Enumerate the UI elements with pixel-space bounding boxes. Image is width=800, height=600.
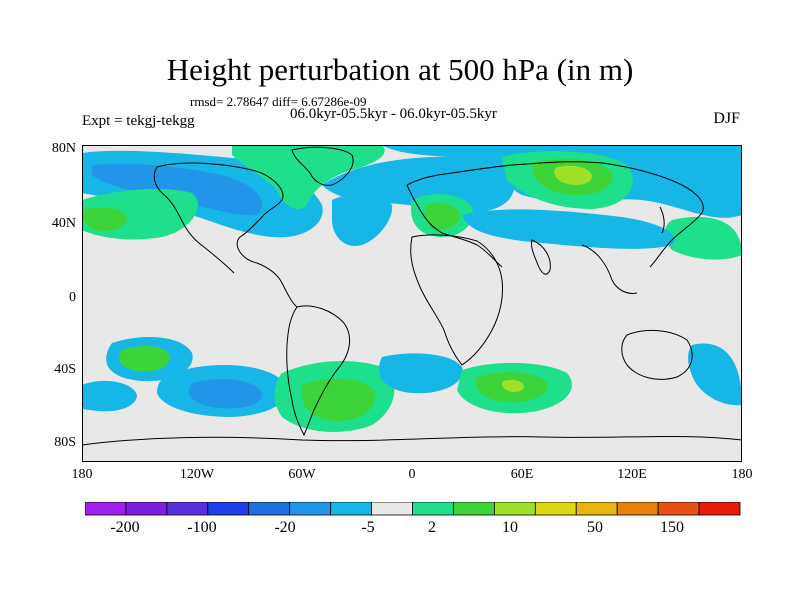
india-outline bbox=[531, 239, 551, 275]
contour-neg bbox=[462, 209, 675, 249]
colorbar-swatch bbox=[616, 502, 659, 516]
colorbar-label: -200 bbox=[110, 519, 140, 536]
lat-label-80n: 80N bbox=[51, 141, 76, 156]
contour-pos bbox=[82, 207, 127, 232]
greenland-outline bbox=[291, 146, 354, 186]
lon-label-0: 0 bbox=[408, 467, 416, 482]
colorbar-label: -100 bbox=[187, 519, 217, 536]
season-label: DJF bbox=[713, 110, 740, 127]
contour-neg bbox=[378, 353, 463, 394]
lon-label-180w: 180 bbox=[71, 467, 93, 482]
colorbar-swatch bbox=[85, 502, 127, 516]
contour-neg bbox=[188, 379, 263, 409]
contour-pos bbox=[554, 165, 592, 185]
colorbar-swatch bbox=[575, 502, 618, 516]
colorbar-swatch bbox=[698, 502, 741, 516]
lat-label-40s: 40S bbox=[54, 362, 76, 377]
contour-pos bbox=[301, 378, 376, 421]
colorbar-label: 50 bbox=[587, 519, 603, 536]
colorbar-swatch bbox=[207, 502, 250, 516]
colorbar-swatch bbox=[371, 502, 413, 516]
contour-neg bbox=[82, 380, 137, 412]
north-america-outline bbox=[156, 162, 298, 308]
colorbar-swatch bbox=[453, 502, 495, 516]
lon-label-180e: 180 bbox=[731, 467, 753, 482]
contour-pos bbox=[232, 145, 385, 210]
contour-pos bbox=[424, 203, 460, 230]
north-america-west-coast bbox=[153, 166, 235, 274]
contour-field bbox=[82, 145, 742, 432]
colorbar-swatch bbox=[289, 502, 332, 516]
colorbar-label: -5 bbox=[361, 519, 375, 536]
australia-outline bbox=[621, 330, 693, 380]
world-map bbox=[82, 145, 742, 462]
coastlines bbox=[82, 146, 742, 446]
lon-label-120e: 120E bbox=[617, 467, 647, 482]
map-frame bbox=[82, 145, 742, 462]
lon-label-120w: 120W bbox=[179, 467, 215, 482]
experiment-label: Expt = tekgj-tekgg bbox=[82, 113, 195, 129]
africa-outline bbox=[410, 234, 503, 366]
contour-neg bbox=[688, 343, 742, 406]
japan-outline bbox=[659, 206, 665, 234]
period-text: 06.0kyr-05.5kyr - 06.0kyr-05.5kyr bbox=[290, 106, 497, 122]
colorbar-swatch bbox=[248, 502, 291, 516]
colorbar-swatch bbox=[125, 502, 168, 516]
contour-pos bbox=[118, 345, 170, 372]
south-america-outline bbox=[286, 305, 351, 437]
eurasia-north-outline bbox=[406, 161, 704, 268]
contour-pos bbox=[664, 216, 742, 260]
lat-label-80s: 80S bbox=[54, 435, 76, 450]
colorbar bbox=[85, 502, 741, 516]
contour-neg bbox=[92, 163, 263, 216]
colorbar-swatch bbox=[657, 502, 700, 516]
lat-label-eq: 0 bbox=[69, 290, 76, 305]
lat-label-40n: 40N bbox=[51, 216, 76, 231]
colorbar-swatch bbox=[534, 502, 577, 516]
colorbar-swatch bbox=[412, 502, 454, 516]
antarctica-outline bbox=[82, 435, 742, 446]
colorbar-swatch bbox=[330, 502, 372, 516]
europe-south-outline bbox=[406, 184, 503, 268]
colorbar-swatch bbox=[166, 502, 209, 516]
colorbar-label: 150 bbox=[660, 519, 684, 536]
contour-neg bbox=[332, 193, 393, 246]
plot-title: Height perturbation at 500 hPa (in m) bbox=[166, 52, 634, 87]
colorbar-swatch bbox=[493, 502, 536, 516]
lon-label-60e: 60E bbox=[510, 467, 534, 482]
colorbar-label: 10 bbox=[502, 519, 518, 536]
lon-label-60w: 60W bbox=[288, 467, 316, 482]
colorbar-label: 2 bbox=[428, 519, 436, 536]
contour-pos bbox=[501, 379, 524, 392]
stats-text: rmsd= 2.78647 diff= 6.67286e-09 bbox=[190, 94, 367, 109]
colorbar-label: -20 bbox=[274, 519, 296, 536]
se-asia-outline bbox=[581, 244, 638, 294]
